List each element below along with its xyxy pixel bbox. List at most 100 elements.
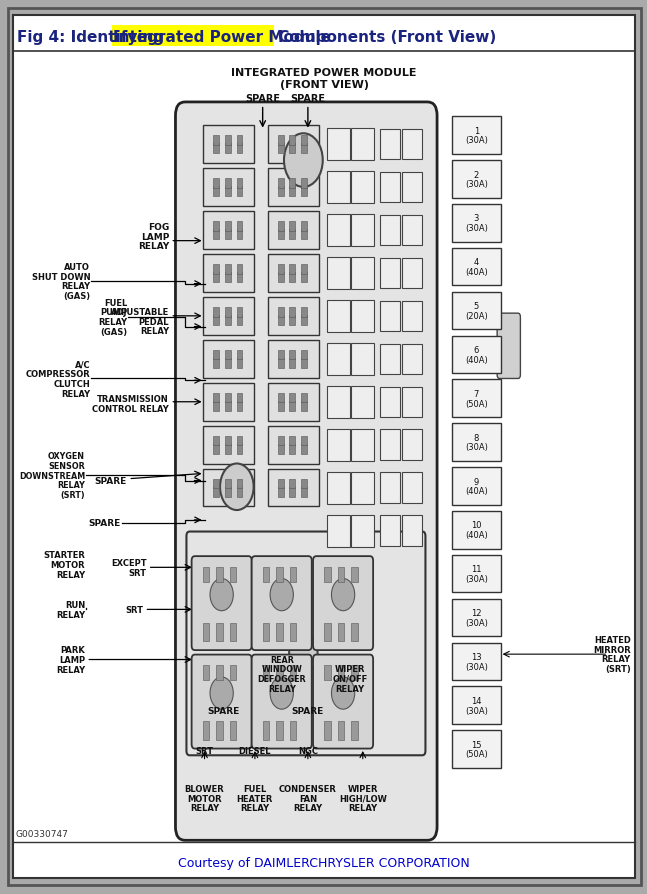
Bar [225,136,231,146]
FancyBboxPatch shape [252,654,312,749]
Bar [214,401,219,411]
Circle shape [331,579,355,611]
Bar [214,187,219,197]
FancyBboxPatch shape [203,341,254,378]
FancyBboxPatch shape [203,426,254,464]
Text: SRT: SRT [195,746,214,755]
Bar [289,487,295,497]
Text: OXYGEN
SENSOR
DOWNSTREAM
RELAY
(SRT): OXYGEN SENSOR DOWNSTREAM RELAY (SRT) [19,451,85,500]
Circle shape [331,678,355,710]
Text: SPARE: SPARE [208,706,240,715]
Bar [301,444,307,454]
Text: 15
(50A): 15 (50A) [465,740,488,758]
Bar [276,567,283,582]
FancyBboxPatch shape [452,161,501,198]
Bar [289,350,295,360]
Circle shape [210,678,234,710]
Text: DIESEL: DIESEL [239,746,271,755]
Text: WIPER
HIGH/LOW
RELAY: WIPER HIGH/LOW RELAY [339,784,387,813]
Text: 10
(40A): 10 (40A) [465,521,488,539]
Bar [324,567,331,582]
Bar [214,487,219,497]
Bar [237,144,243,154]
Bar [237,350,243,360]
Bar [290,721,296,740]
Bar [324,623,331,642]
Bar [290,567,296,582]
Bar [278,436,283,446]
FancyBboxPatch shape [8,9,641,885]
Bar [225,273,231,283]
Text: HEATED
MIRROR
RELAY
(SRT): HEATED MIRROR RELAY (SRT) [593,636,631,673]
Bar [278,487,283,497]
Text: 7
(50A): 7 (50A) [465,390,488,408]
Bar [278,401,283,411]
FancyBboxPatch shape [327,215,350,247]
Bar [278,316,283,325]
Bar [230,721,236,740]
FancyBboxPatch shape [380,301,400,332]
Bar [278,358,283,368]
Bar [289,144,295,154]
Bar [278,393,283,403]
Bar [225,144,231,154]
Text: 11
(30A): 11 (30A) [465,565,488,583]
Bar [301,273,307,283]
FancyBboxPatch shape [351,472,375,504]
Bar [289,136,295,146]
Text: Integrated Power Module: Integrated Power Module [113,30,331,45]
Text: FUEL
HEATER
RELAY: FUEL HEATER RELAY [237,784,273,813]
Bar [263,721,269,740]
Bar [289,273,295,283]
Text: SPARE: SPARE [292,706,324,715]
Bar [338,665,344,680]
FancyBboxPatch shape [268,169,319,207]
Text: 12
(30A): 12 (30A) [465,609,488,627]
Circle shape [270,579,293,611]
Bar [289,444,295,454]
Text: Courtesy of DAIMLERCHRYSLER CORPORATION: Courtesy of DAIMLERCHRYSLER CORPORATION [178,856,470,869]
Bar [214,479,219,489]
FancyBboxPatch shape [402,258,422,289]
Bar [237,401,243,411]
Text: 8
(30A): 8 (30A) [465,434,488,451]
FancyBboxPatch shape [252,556,312,651]
FancyBboxPatch shape [203,169,254,207]
Circle shape [289,633,318,672]
Bar [278,136,283,146]
Bar [276,623,283,642]
FancyBboxPatch shape [380,258,400,289]
Bar [237,273,243,283]
Bar [214,393,219,403]
Bar [237,308,243,317]
Bar [263,567,269,582]
Bar [278,350,283,360]
FancyBboxPatch shape [351,172,375,204]
FancyBboxPatch shape [268,384,319,421]
Bar [351,721,358,740]
FancyBboxPatch shape [402,130,422,160]
Text: (FRONT VIEW): (FRONT VIEW) [280,80,369,90]
Text: RUN
RELAY: RUN RELAY [56,601,85,619]
FancyBboxPatch shape [402,430,422,460]
Text: G00330747: G00330747 [16,829,68,838]
Text: EXCEPT
SRT: EXCEPT SRT [111,559,146,577]
Bar [237,316,243,325]
FancyBboxPatch shape [452,117,501,155]
Bar [203,623,210,642]
Text: 6
(40A): 6 (40A) [465,346,488,364]
Bar [278,265,283,274]
Text: INTEGRATED POWER MODULE: INTEGRATED POWER MODULE [231,68,417,79]
Bar [301,401,307,411]
Text: NGC: NGC [298,746,318,755]
Bar [214,308,219,317]
FancyBboxPatch shape [203,384,254,421]
FancyBboxPatch shape [452,511,501,549]
FancyBboxPatch shape [452,380,501,417]
FancyBboxPatch shape [402,516,422,546]
Bar [301,393,307,403]
FancyBboxPatch shape [327,129,350,161]
FancyBboxPatch shape [175,103,437,840]
Bar [278,187,283,197]
Bar [301,316,307,325]
